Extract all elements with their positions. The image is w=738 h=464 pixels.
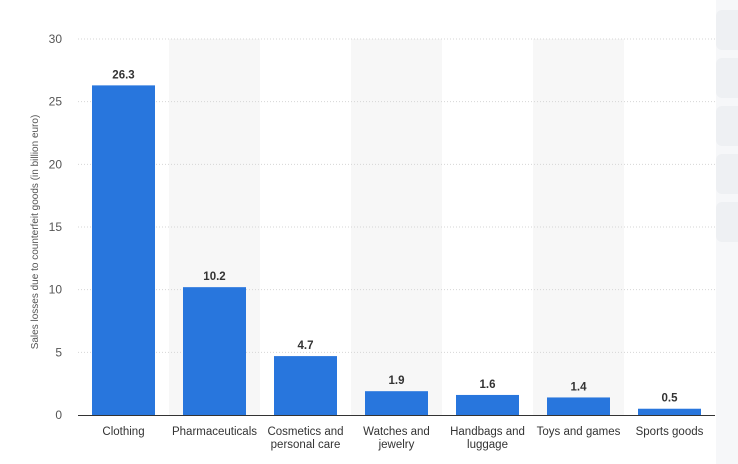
y-tick-label: 0	[55, 408, 62, 422]
x-tick-label: Handbags and luggage	[450, 426, 525, 451]
y-tick-label: 20	[49, 157, 63, 171]
x-tick-label: Pharmaceuticals	[172, 426, 257, 438]
data-label: 4.7	[298, 340, 314, 352]
data-label: 1.6	[480, 379, 496, 391]
bar	[456, 394, 519, 415]
y-axis-label: Sales losses due to counterfeit goods (i…	[30, 115, 41, 350]
x-tick-label: Watches and jewelry	[363, 426, 430, 451]
gridlines	[78, 38, 715, 353]
toolbar-slot[interactable]	[716, 106, 738, 146]
bar	[547, 397, 610, 415]
bar	[92, 85, 155, 415]
data-label: 10.2	[203, 271, 225, 283]
x-tick-label: Toys and games	[537, 426, 621, 438]
category-band	[533, 39, 624, 415]
x-tick-label: Clothing	[102, 426, 144, 438]
bar	[365, 391, 428, 415]
y-axis-ticks: 0 5 10 15 20 25 30	[49, 32, 63, 422]
y-tick-label: 10	[49, 283, 63, 297]
bar	[183, 287, 246, 415]
data-label: 1.4	[571, 381, 588, 393]
x-axis-ticks: Clothing Pharmaceuticals Cosmetics and pers…	[102, 426, 703, 451]
toolbar-slot[interactable]	[716, 154, 738, 194]
data-label: 0.5	[662, 393, 679, 405]
bars	[92, 85, 701, 415]
bar	[274, 356, 337, 415]
y-tick-label: 25	[49, 95, 63, 109]
toolbar-slot[interactable]	[716, 10, 738, 50]
data-label: 26.3	[112, 69, 134, 81]
y-tick-label: 5	[55, 345, 62, 359]
x-tick-label: Sports goods	[636, 426, 704, 438]
data-label: 1.9	[389, 375, 405, 387]
bar	[638, 408, 701, 415]
y-tick-label: 15	[49, 220, 63, 234]
x-tick-label: Cosmetics and personal care	[267, 426, 343, 451]
y-tick-label: 30	[49, 32, 63, 46]
data-labels: 26.3 10.2 4.7 1.9 1.6 1.4 0.5	[112, 69, 678, 404]
toolbar-slot[interactable]	[716, 202, 738, 242]
toolbar-slot[interactable]	[716, 58, 738, 98]
